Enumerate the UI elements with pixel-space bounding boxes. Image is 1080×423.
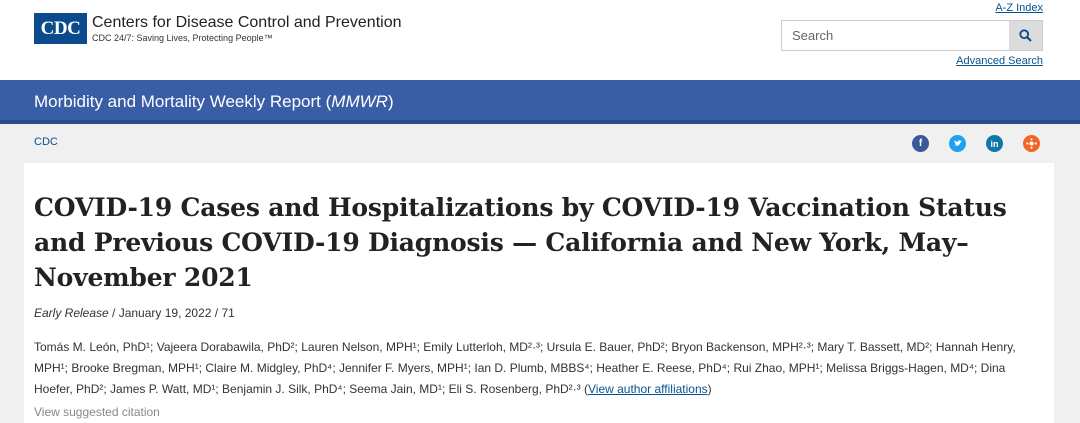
search-input[interactable] — [782, 21, 1011, 50]
advanced-search-link[interactable]: Advanced Search — [956, 55, 1043, 67]
logo-text: CDC — [40, 17, 81, 39]
authors-end: ) — [707, 382, 712, 396]
mmwr-banner — [0, 80, 1080, 124]
breadcrumb-cdc[interactable]: CDC — [34, 136, 58, 148]
release-label: Early Release — [34, 306, 109, 320]
banner-divider — [0, 120, 1080, 124]
author-list: Tomás M. León, PhD¹; Vajeera Dorabawila,… — [34, 337, 1044, 400]
search-box — [781, 20, 1043, 51]
view-affiliations-link[interactable]: View author affiliations — [588, 382, 708, 396]
org-tagline: CDC 24/7: Saving Lives, Protecting Peopl… — [92, 33, 273, 43]
mmwr-title[interactable]: Morbidity and Mortality Weekly Report (M… — [34, 92, 394, 112]
site-header: CDC Centers for Disease Control and Prev… — [0, 0, 1080, 80]
org-name[interactable]: Centers for Disease Control and Preventi… — [92, 14, 402, 31]
linkedin-icon[interactable]: in — [986, 135, 1003, 152]
cdc-logo[interactable]: CDC — [34, 13, 87, 44]
release-info: Early Release / January 19, 2022 / 71 — [34, 306, 235, 320]
mmwr-title-prefix: Morbidity and Mortality Weekly Report ( — [34, 92, 332, 111]
suggested-citation-link[interactable]: View suggested citation — [34, 405, 160, 419]
authors-text: Tomás M. León, PhD¹; Vajeera Dorabawila,… — [34, 340, 1016, 396]
facebook-icon[interactable]: f — [912, 135, 929, 152]
mmwr-title-em: MMWR — [331, 92, 388, 111]
az-index-link[interactable]: A-Z Index — [995, 2, 1043, 14]
article-title: COVID-19 Cases and Hospitalizations by C… — [34, 193, 1007, 292]
twitter-icon[interactable] — [949, 135, 966, 152]
syndicate-icon[interactable] — [1023, 135, 1040, 152]
search-icon — [1019, 29, 1032, 42]
mmwr-title-suffix: ) — [387, 92, 394, 111]
search-button[interactable] — [1009, 21, 1042, 50]
release-date-volume: / January 19, 2022 / 71 — [108, 306, 235, 320]
article-card — [24, 163, 1054, 423]
